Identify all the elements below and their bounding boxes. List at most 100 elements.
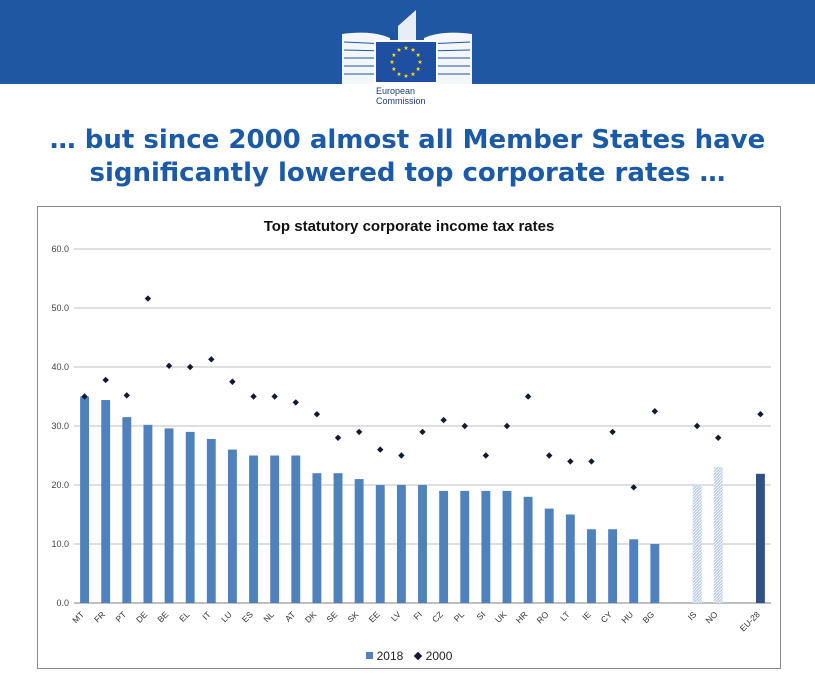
x-tick-label: EL xyxy=(177,609,192,624)
chart-panel: Top statutory corporate income tax rates… xyxy=(37,206,781,669)
eu-star-icon xyxy=(396,71,402,77)
point-2000-bg xyxy=(651,408,659,415)
legend-swatch-2000 xyxy=(413,651,422,661)
point-2000-cy xyxy=(609,428,616,436)
legend-item-2000: 2000 xyxy=(413,649,453,663)
bar-2018-mt xyxy=(80,396,89,603)
bar-2018-hr xyxy=(523,496,533,603)
x-tick-label: ES xyxy=(240,609,255,624)
point-2000-pt xyxy=(123,392,131,399)
point-2000-it xyxy=(208,356,215,363)
x-tick-label: EE xyxy=(367,609,382,624)
bar-2018-ee xyxy=(375,485,385,603)
bar-2018-lv xyxy=(396,485,406,603)
x-tick-label: SK xyxy=(345,609,360,624)
bar-2018-hu xyxy=(629,539,639,603)
point-2000-nl xyxy=(271,393,278,400)
legend-label-2018: 2018 xyxy=(376,648,404,663)
bar-2018-de xyxy=(143,424,153,603)
eu-star-icon xyxy=(391,66,397,71)
y-tick-label: 50.0 xyxy=(51,303,69,313)
point-2000-lv xyxy=(398,452,405,459)
y-tick-label: 20.0 xyxy=(51,480,69,490)
bar-2018-sk xyxy=(354,479,364,603)
bar-2018-be xyxy=(164,428,174,603)
chart-plot: 0.0 10.0 20.0 30.0 40.0 50.0 60.0 MT FR PT DE BE EL I… xyxy=(51,244,771,633)
point-2000-sk xyxy=(355,428,363,436)
page-headline: … but since 2000 almost all Member State… xyxy=(0,124,815,190)
bar-2018-el xyxy=(185,431,195,603)
chart-title: Top statutory corporate income tax rates xyxy=(263,218,555,235)
logo-text-line2: Commission xyxy=(376,96,426,106)
eu-star-icon xyxy=(410,71,416,77)
point-2000-se xyxy=(334,434,342,441)
eu-star-icon xyxy=(391,52,397,57)
point-2000-ee xyxy=(377,446,384,453)
eu-star-icon xyxy=(389,59,395,64)
bar-2018-es xyxy=(249,455,258,603)
bar-2018-it xyxy=(206,438,216,603)
x-tick-label: IT xyxy=(200,609,212,621)
y-tick-label: 60.0 xyxy=(51,244,69,254)
point-2000-hu xyxy=(630,484,637,491)
x-tick-label: PT xyxy=(113,609,128,624)
x-tick-label: BG xyxy=(640,609,656,625)
x-tick-label: UK xyxy=(493,609,509,625)
bar-2018-dk xyxy=(312,473,322,603)
point-2000-es xyxy=(250,393,257,400)
x-tick-label: HU xyxy=(619,609,635,625)
x-tick-label: LU xyxy=(219,609,234,624)
bar-2018-fi xyxy=(418,485,427,603)
point-2000-uk xyxy=(503,422,511,430)
eu-star-icon xyxy=(403,73,409,78)
eu-star-icon xyxy=(417,59,423,64)
point-2000-fr xyxy=(102,376,109,384)
point-2000-ro xyxy=(546,452,553,459)
x-tick-label: MT xyxy=(70,609,86,625)
legend-item-2018: 2018 xyxy=(365,648,404,663)
legend-label-2000: 2000 xyxy=(425,649,453,663)
logo-wordmark: European Commission xyxy=(376,86,456,106)
x-tick-label: CZ xyxy=(430,609,445,624)
bar-2018-fr xyxy=(101,400,111,603)
x-tick-label: LT xyxy=(558,609,572,623)
bar-2018-pt xyxy=(122,417,132,603)
x-tick-label: IS xyxy=(686,609,699,622)
point-2000-de xyxy=(144,295,152,302)
x-tick-label: PL xyxy=(452,609,467,624)
european-commission-logo xyxy=(342,10,472,84)
eu-star-icon xyxy=(415,66,421,71)
x-tick-label: LV xyxy=(389,609,403,623)
point-2000-mt xyxy=(81,393,88,400)
chart-legend: 2018 2000 xyxy=(38,648,780,663)
eu-star-icon xyxy=(410,47,416,52)
x-tick-label: NL xyxy=(261,609,276,624)
eu-star-icon xyxy=(396,47,402,52)
headline-line2: significantly lowered top corporate rate… xyxy=(89,158,726,188)
x-tick-label: FI xyxy=(411,609,423,621)
headline-line1: … but since 2000 almost all Member State… xyxy=(49,125,766,155)
point-2000-si xyxy=(482,452,490,459)
legend-swatch-2018 xyxy=(365,652,373,659)
x-tick-label: DK xyxy=(303,609,319,625)
x-tick-label: NO xyxy=(704,609,720,625)
x-tick-label: FR xyxy=(92,609,107,624)
point-2000-fi xyxy=(419,428,426,436)
bar-2018-cz xyxy=(439,490,449,603)
bar-2018-lt xyxy=(565,514,575,603)
y-tick-label: 10.0 xyxy=(51,539,69,549)
bar-2018-at xyxy=(291,455,301,603)
y-tick-label: 40.0 xyxy=(51,362,69,372)
bar-2018-uk xyxy=(502,490,512,603)
point-2000-el xyxy=(186,363,194,371)
bar-2018-is xyxy=(692,485,702,603)
bar-2018-ie xyxy=(587,529,596,603)
x-tick-label: IE xyxy=(580,609,593,622)
bar-2018-eu-28 xyxy=(756,473,765,603)
x-tick-label: RO xyxy=(535,609,551,625)
point-2000-eu-28 xyxy=(757,411,764,418)
y-tick-label: 0.0 xyxy=(56,598,69,608)
point-2000-ie xyxy=(588,458,595,465)
bar-2018-pl xyxy=(460,490,470,603)
bar-2018-no xyxy=(713,467,723,603)
